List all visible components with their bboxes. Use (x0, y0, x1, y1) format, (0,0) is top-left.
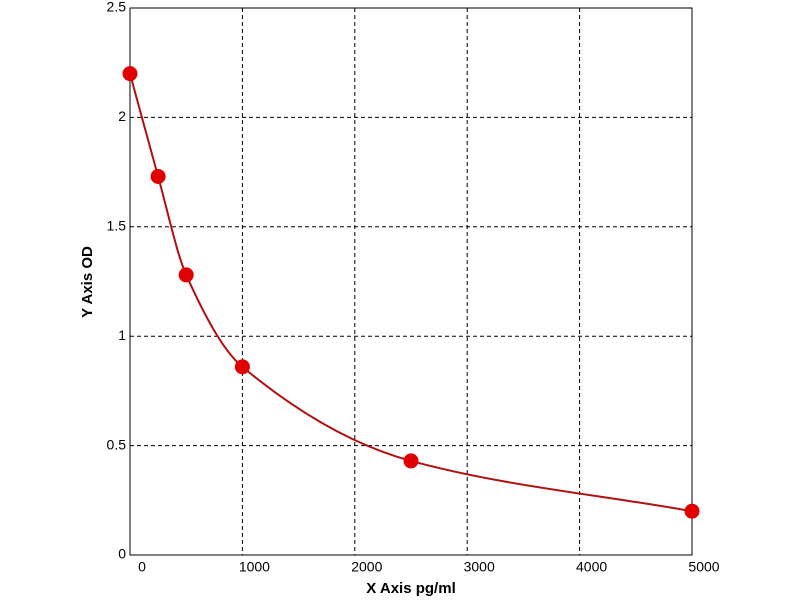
data-point (684, 503, 700, 519)
y-tick-label: 1 (118, 327, 126, 343)
x-tick-label: 5000 (688, 559, 719, 575)
x-tick-label: 2000 (351, 559, 382, 575)
data-point (178, 267, 194, 283)
y-tick-label: 1.5 (107, 218, 127, 234)
x-tick-label: 4000 (576, 559, 607, 575)
x-axis-title: X Axis pg/ml (366, 580, 455, 597)
data-point (403, 453, 419, 469)
data-point (150, 168, 166, 184)
plot-border (129, 7, 693, 556)
plot-area (130, 8, 692, 555)
x-tick-label: 0 (138, 559, 146, 575)
x-tick-label: 3000 (464, 559, 495, 575)
y-tick-label: 2.5 (107, 0, 127, 15)
y-tick-label: 0.5 (107, 436, 127, 452)
y-axis-title: Y Axis OD (79, 246, 96, 318)
data-point (234, 359, 250, 375)
y-tick-label: 2 (118, 108, 126, 124)
data-point (122, 66, 138, 82)
x-tick-label: 1000 (239, 559, 270, 575)
y-tick-label: 0 (118, 546, 126, 562)
